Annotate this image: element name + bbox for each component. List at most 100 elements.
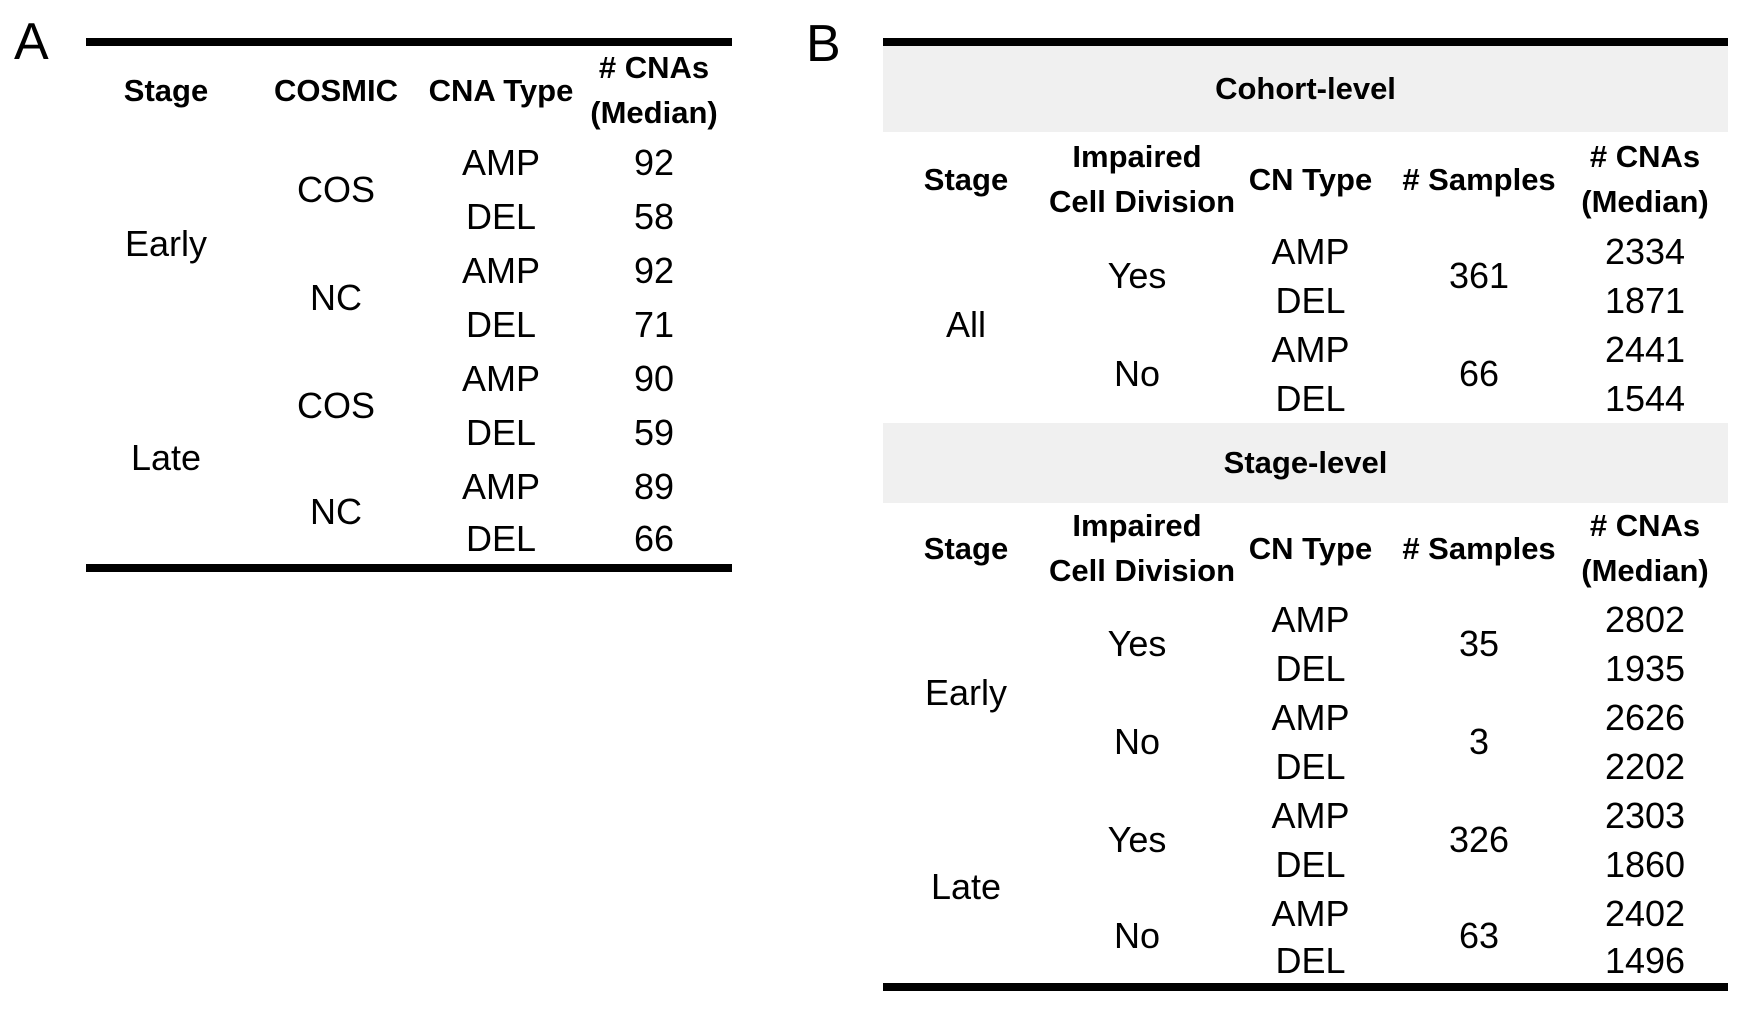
table-row: Early Yes AMP 35 2802	[883, 595, 1728, 712]
table-row: Late COS AMP 90	[86, 352, 732, 478]
table-row: No AMP 66 2441	[883, 325, 1728, 393]
cnas-median-cell: 1860	[1604, 843, 1686, 885]
cosmic-cell: NC	[310, 491, 362, 533]
column-header-samples: # Samples	[1402, 531, 1556, 567]
column-header-impaired-line1: Impaired	[1072, 508, 1202, 544]
cnas-median-cell: 90	[633, 358, 675, 400]
cnas-median-cell: 2303	[1604, 794, 1686, 836]
cnas-median-cell: 1496	[1604, 939, 1686, 981]
table-b-header-row-cohort: Stage Impaired Cell Division CN Type # S…	[883, 132, 1728, 227]
section-band-cohort-level: Cohort-level	[883, 42, 1728, 132]
cn-type-cell: AMP	[1271, 230, 1350, 272]
samples-cell: 63	[1458, 915, 1500, 957]
cna-type-cell: AMP	[461, 142, 540, 184]
cnas-median-cell: 66	[633, 518, 675, 560]
cn-type-cell: AMP	[1271, 598, 1350, 640]
table-row: DEL 59	[86, 406, 732, 460]
samples-cell: 35	[1458, 623, 1500, 665]
stage-cell: Early	[924, 672, 1008, 714]
impaired-cell: Yes	[1107, 255, 1167, 297]
cnas-median-cell: 58	[633, 196, 675, 238]
cn-type-cell: DEL	[1275, 377, 1346, 419]
cna-type-cell: DEL	[465, 412, 537, 454]
table-row: DEL 66	[86, 514, 732, 568]
table-row: DEL 58	[86, 190, 732, 244]
column-header-cnas-line2: (Median)	[1581, 553, 1709, 588]
cn-type-cell: AMP	[1271, 794, 1350, 836]
table-row: Early COS AMP 92	[86, 136, 732, 264]
cnas-median-cell: 59	[633, 412, 675, 454]
column-header-cosmic: COSMIC	[274, 73, 398, 109]
column-header-impaired-line2: Cell Division	[1049, 553, 1236, 588]
cnas-median-cell: 92	[633, 142, 675, 184]
column-header-impaired-line1: Impaired	[1072, 138, 1202, 174]
cnas-median-cell: 1544	[1604, 377, 1686, 419]
cn-type-cell: DEL	[1275, 939, 1346, 981]
samples-cell: 361	[1448, 255, 1510, 297]
cn-type-cell: DEL	[1275, 745, 1346, 787]
column-header-cnas-line2: (Median)	[590, 94, 718, 130]
stage-cell: Late	[930, 866, 1002, 908]
cnas-median-cell: 1871	[1604, 279, 1686, 321]
column-header-samples: # Samples	[1402, 161, 1556, 197]
column-header-stage: Stage	[923, 531, 1009, 567]
column-header-impaired-cell-division: Impaired Cell Division	[1049, 132, 1236, 227]
table-row: DEL 1544	[883, 374, 1728, 423]
table-row: DEL 1935	[883, 644, 1728, 693]
cnas-median-cell: 2402	[1604, 892, 1686, 934]
table-b-header-row-stage: Stage Impaired Cell Division CN Type # S…	[883, 503, 1728, 595]
cosmic-cell: NC	[310, 277, 362, 319]
stage-cell: All	[945, 304, 986, 346]
impaired-cell: Yes	[1107, 819, 1167, 861]
cnas-median-cell: 2802	[1604, 598, 1686, 640]
section-title-cohort-level: Cohort-level	[883, 42, 1728, 132]
impaired-cell: No	[1113, 915, 1161, 957]
column-header-cnas-median: # CNAs (Median)	[1562, 503, 1728, 595]
cna-type-cell: AMP	[461, 358, 540, 400]
column-header-stage: Stage	[923, 161, 1009, 197]
column-header-stage: Stage	[123, 73, 209, 109]
panel-b-label: B	[806, 15, 841, 73]
cn-type-cell: AMP	[1271, 328, 1350, 370]
cn-type-cell: AMP	[1271, 696, 1350, 738]
table-b-cna-by-impaired-cell-division: Cohort-level Stage Impaired Cell Divisio…	[883, 38, 1728, 991]
stage-cell: Early	[124, 223, 208, 265]
column-header-cnas-median: # CNAs (Median)	[576, 42, 732, 136]
cnas-median-cell: 71	[633, 304, 675, 346]
section-title-stage-level: Stage-level	[883, 423, 1728, 503]
cnas-median-cell: 2334	[1604, 230, 1686, 272]
cosmic-cell: COS	[296, 385, 375, 427]
section-band-stage-level: Stage-level	[883, 423, 1728, 503]
table-row: DEL 1871	[883, 276, 1728, 325]
table-row: DEL 2202	[883, 742, 1728, 791]
samples-cell: 3	[1468, 721, 1490, 763]
samples-cell: 326	[1448, 819, 1510, 861]
table-row: No AMP 63 2402	[883, 889, 1728, 955]
column-header-cn-type: CN Type	[1248, 161, 1373, 197]
cnas-median-cell: 92	[633, 250, 675, 292]
column-header-cnas-line1: # CNAs	[1589, 508, 1701, 544]
stage-cell: Late	[130, 437, 202, 479]
column-header-cnas-line1: # CNAs	[1589, 138, 1701, 174]
column-header-cna-type: CNA Type	[428, 73, 574, 109]
cnas-median-cell: 2626	[1604, 696, 1686, 738]
column-header-cnas-line2: (Median)	[1581, 183, 1709, 219]
impaired-cell: Yes	[1107, 623, 1167, 665]
cna-type-cell: AMP	[461, 466, 540, 508]
cn-type-cell: AMP	[1271, 892, 1350, 934]
cnas-median-cell: 1935	[1604, 647, 1686, 689]
impaired-cell: No	[1113, 353, 1161, 395]
table-row: Late Yes AMP 326 2303	[883, 791, 1728, 906]
table-row: All Yes AMP 361 2334	[883, 227, 1728, 344]
column-header-impaired-line2: Cell Division	[1049, 183, 1236, 219]
cosmic-cell: COS	[296, 169, 375, 211]
table-row: NC AMP 89	[86, 460, 732, 532]
table-row: DEL 1496	[883, 938, 1728, 987]
cnas-median-cell: 89	[633, 466, 675, 508]
column-header-impaired-cell-division: Impaired Cell Division	[1049, 503, 1236, 595]
cn-type-cell: DEL	[1275, 279, 1346, 321]
panel-a-label: A	[14, 13, 49, 71]
table-row: No AMP 3 2626	[883, 693, 1728, 761]
table-a-header-row: Stage COSMIC CNA Type # CNAs (Median)	[86, 42, 732, 136]
